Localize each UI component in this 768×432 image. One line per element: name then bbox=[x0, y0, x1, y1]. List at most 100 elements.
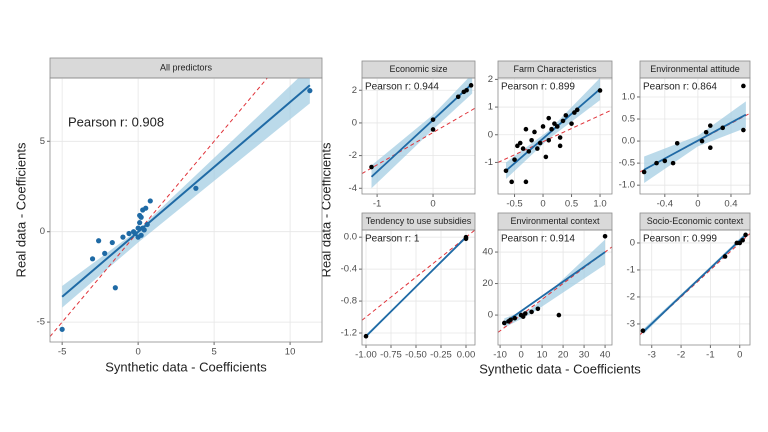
point bbox=[143, 205, 149, 211]
plot-border bbox=[49, 77, 323, 343]
x-tick-label: 5 bbox=[211, 347, 216, 358]
annotation: Pearson r: 0.899 bbox=[501, 82, 575, 93]
y-tick-label: 0.5 bbox=[622, 114, 635, 125]
panel-title: Tendency to use subsidies bbox=[366, 216, 472, 226]
point bbox=[137, 220, 143, 226]
point bbox=[512, 315, 518, 321]
x-tick-label: -0.5 bbox=[506, 199, 522, 210]
point bbox=[708, 145, 713, 150]
reference-line bbox=[50, 78, 268, 337]
plot-border bbox=[497, 77, 613, 195]
y-tick-label: 20 bbox=[482, 278, 493, 289]
annotation: Pearson r: 0.914 bbox=[501, 234, 575, 245]
point bbox=[144, 221, 150, 228]
point bbox=[563, 113, 569, 118]
point bbox=[552, 121, 557, 126]
point bbox=[135, 225, 141, 231]
point bbox=[740, 237, 745, 243]
x-tick-label: -1 bbox=[373, 199, 381, 210]
point bbox=[120, 234, 126, 240]
point bbox=[503, 168, 509, 174]
y-tick-label: -1 bbox=[627, 264, 635, 275]
point bbox=[501, 320, 507, 326]
marks bbox=[50, 78, 313, 337]
point bbox=[556, 312, 562, 318]
point bbox=[520, 146, 526, 151]
x-tick-label: 0.00 bbox=[457, 350, 476, 361]
x-tick-label: 0 bbox=[518, 350, 523, 361]
y-tick-label: 2 bbox=[488, 74, 493, 85]
annotation: Pearson r: 0.999 bbox=[643, 234, 717, 245]
panel: Economic size -1 0 2 0 -2 -4 Pearson r: 0.944 bbox=[349, 60, 476, 210]
y-tick-label: -2 bbox=[627, 291, 635, 302]
point bbox=[546, 137, 552, 143]
point bbox=[535, 306, 541, 312]
point bbox=[463, 236, 469, 242]
annotation: Pearson r: 0.908 bbox=[68, 114, 164, 129]
point bbox=[132, 230, 138, 237]
y-tick-label: -0.4 bbox=[341, 264, 357, 275]
panel: Tendency to use subsidies -1.00 -0.75 -0.50… bbox=[341, 212, 476, 361]
y-tick-label: -2 bbox=[349, 150, 357, 161]
plot-border bbox=[497, 229, 613, 346]
panel-title: Farm Characteristics bbox=[513, 64, 597, 74]
x-tick-label: 0 bbox=[540, 199, 545, 210]
y-tick-label: -1.2 bbox=[341, 328, 357, 339]
point bbox=[520, 314, 526, 319]
marks bbox=[362, 78, 475, 189]
point bbox=[529, 137, 534, 143]
plot-border bbox=[639, 229, 751, 346]
y-tick-label: 0.0 bbox=[622, 136, 635, 147]
point bbox=[126, 230, 132, 237]
point bbox=[147, 198, 153, 204]
x-tick-label: 20 bbox=[558, 350, 569, 361]
panel: Environmental context -10 0 10 20 30 40 40 20 0 Pe… bbox=[482, 212, 613, 361]
point bbox=[517, 140, 523, 146]
point bbox=[602, 234, 608, 239]
point bbox=[468, 83, 474, 88]
x-tick-label: 30 bbox=[579, 350, 590, 361]
confidence-band bbox=[371, 78, 473, 189]
point bbox=[654, 160, 659, 166]
panel-title: Environmental attitude bbox=[650, 64, 740, 74]
y-tick-label: 1.0 bbox=[622, 91, 635, 102]
point bbox=[461, 89, 467, 95]
panel: Farm Characteristics -0.5 0 0.5 1.0 2 1 0 -1 Pear… bbox=[485, 60, 613, 210]
annotation: Pearson r: 0.864 bbox=[643, 82, 717, 93]
marks bbox=[498, 78, 612, 185]
x-tick-label: -2 bbox=[677, 350, 685, 361]
plot-border bbox=[639, 77, 751, 195]
marks bbox=[640, 83, 750, 183]
point bbox=[138, 232, 144, 238]
point bbox=[369, 164, 374, 170]
point bbox=[515, 143, 520, 149]
fit-line bbox=[503, 251, 606, 324]
point bbox=[549, 126, 554, 132]
point bbox=[703, 129, 709, 135]
shared-x-label: Synthetic data - Coefficients bbox=[479, 361, 641, 376]
point bbox=[455, 94, 461, 100]
marks bbox=[362, 230, 475, 339]
y-tick-label: -1 bbox=[485, 157, 493, 168]
x-tick-label: -10 bbox=[493, 350, 507, 361]
point bbox=[307, 88, 313, 94]
point bbox=[535, 146, 540, 151]
point bbox=[540, 124, 546, 129]
point bbox=[509, 179, 514, 185]
point bbox=[529, 309, 534, 315]
point bbox=[141, 227, 147, 233]
y-tick-label: -4 bbox=[349, 183, 357, 194]
confidence-band bbox=[62, 78, 310, 308]
point bbox=[574, 107, 580, 113]
y-tick-label: 0 bbox=[488, 129, 493, 140]
point bbox=[532, 129, 537, 135]
point bbox=[708, 123, 713, 128]
point bbox=[557, 143, 563, 149]
panel-title: Socio-Economic context bbox=[647, 216, 744, 226]
y-tick-label: 0 bbox=[488, 310, 493, 321]
x-tick-label: -0.50 bbox=[405, 350, 427, 361]
annotation: Pearson r: 1 bbox=[365, 234, 420, 245]
fit-line bbox=[370, 83, 473, 178]
fit-line bbox=[642, 234, 747, 333]
